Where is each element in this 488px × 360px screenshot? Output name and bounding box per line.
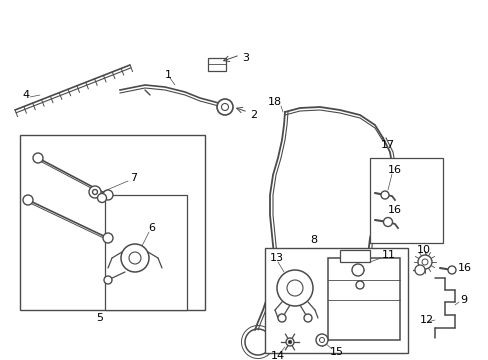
Text: 11: 11 [381,250,395,260]
Text: 7: 7 [130,173,137,183]
Circle shape [121,244,149,272]
Text: 10: 10 [416,245,430,255]
Text: 15: 15 [329,347,343,357]
Text: 1: 1 [164,70,172,80]
Circle shape [104,276,112,284]
Circle shape [417,255,431,269]
Circle shape [315,334,327,346]
Circle shape [129,252,141,264]
Circle shape [97,194,106,202]
Bar [207,58,225,71]
Circle shape [304,314,311,322]
Text: 4: 4 [22,90,29,100]
Text: 16: 16 [457,263,471,273]
Circle shape [92,189,97,194]
Circle shape [217,99,232,115]
Text: 16: 16 [387,205,401,215]
Circle shape [288,341,291,343]
Circle shape [89,186,101,198]
Text: 14: 14 [270,351,285,360]
Text: 13: 13 [269,253,284,263]
Circle shape [276,270,312,306]
Text: 5: 5 [96,313,103,323]
Text: 17: 17 [380,140,394,150]
Circle shape [355,281,363,289]
Circle shape [351,264,363,276]
Text: 2: 2 [249,110,257,120]
Text: 6: 6 [148,223,155,233]
Text: 12: 12 [419,315,433,325]
Bar [369,158,442,243]
Text: 9: 9 [459,295,466,305]
Circle shape [278,314,285,322]
Text: 3: 3 [242,53,248,63]
Circle shape [285,338,293,346]
Circle shape [103,233,113,243]
Circle shape [33,153,43,163]
Circle shape [380,191,388,199]
Text: 8: 8 [310,235,317,245]
Bar [327,258,399,340]
Circle shape [23,195,33,205]
Bar [264,248,407,353]
Circle shape [421,259,427,265]
Circle shape [103,190,113,200]
Circle shape [383,217,392,226]
Bar [20,135,204,310]
Bar [339,250,369,262]
Circle shape [447,266,455,274]
Circle shape [221,104,228,111]
Text: 16: 16 [387,165,401,175]
Circle shape [414,265,424,275]
Circle shape [286,280,303,296]
Bar [105,195,186,310]
Circle shape [319,338,324,342]
Text: 18: 18 [267,97,282,107]
